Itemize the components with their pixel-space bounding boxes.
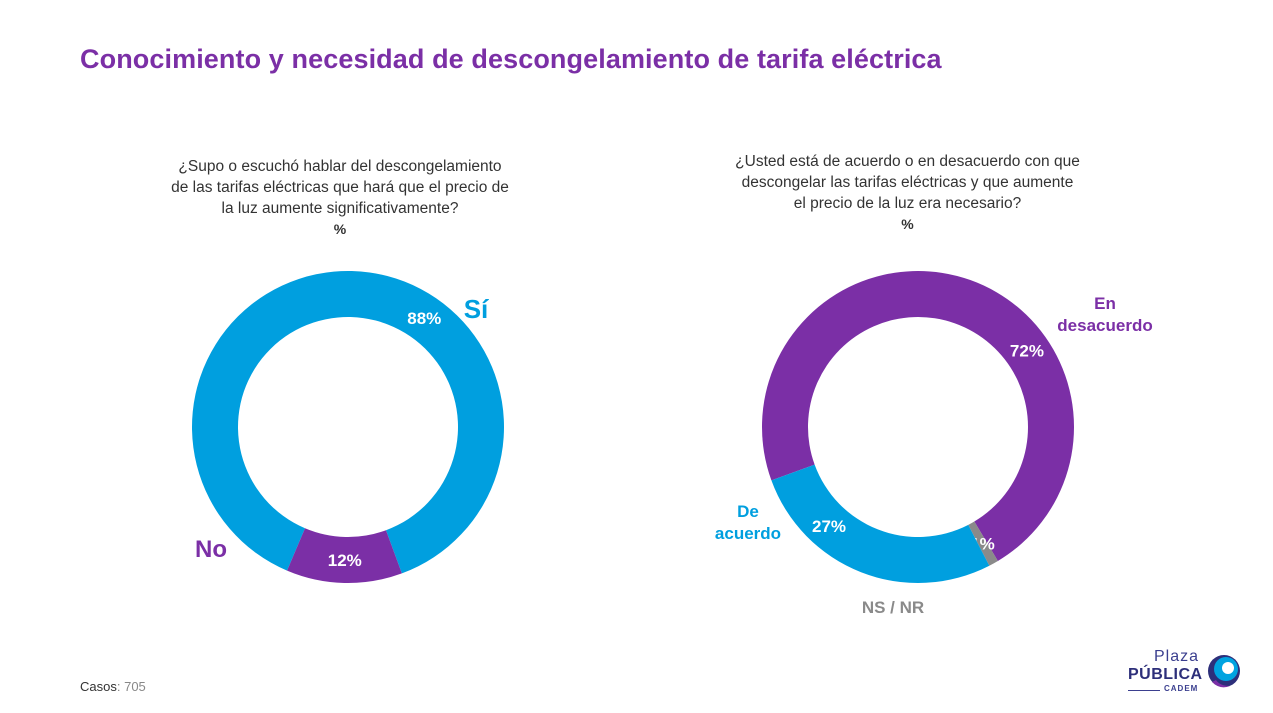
chart2-category-label: NS / NR [862, 598, 924, 617]
chart2-unit: % [901, 216, 914, 232]
logo-line3: CADEM [1164, 684, 1199, 693]
chart1-question-line: ¿Supo o escuchó hablar del descongelamie… [178, 158, 502, 175]
chart2-question-line: descongelar las tarifas eléctricas y que… [741, 174, 1074, 191]
speech-bubble-icon [1208, 655, 1240, 688]
chart1-category-label: Sí [464, 294, 489, 324]
chart2-category-label: De [737, 502, 759, 521]
chart2-question-line: ¿Usted está de acuerdo o en desacuerdo c… [735, 153, 1080, 170]
chart2-category-label: desacuerdo [1057, 316, 1152, 335]
chart2-category-label: acuerdo [715, 524, 781, 543]
plaza-publica-logo: Plaza PÚBLICA CADEM [1120, 648, 1250, 698]
chart1-value-label: 88% [407, 309, 441, 328]
chart1-question: ¿Supo o escuchó hablar del descongelamie… [120, 156, 560, 239]
chart2-value-label: 27% [812, 517, 846, 536]
chart2-value-label: 72% [1010, 342, 1044, 361]
logo-line2: PÚBLICA [1128, 666, 1203, 683]
chart1-slice-1 [287, 528, 402, 583]
chart2-question: ¿Usted está de acuerdo o en desacuerdo c… [690, 151, 1125, 234]
footer-cases: Casos: 705 [80, 679, 146, 694]
chart2-category-label: En [1094, 294, 1116, 313]
chart1-slice-0 [191, 271, 504, 574]
chart1-unit: % [333, 221, 347, 237]
chart2-question-line: el precio de la luz era necesario? [793, 195, 1022, 212]
chart2-slice-1 [968, 521, 998, 566]
logo-rule [1128, 690, 1160, 691]
chart1-value-label: 12% [328, 551, 362, 570]
page-title: Conocimiento y necesidad de descongelami… [80, 44, 942, 74]
chart1-question-line: la luz aumente significativamente? [221, 200, 459, 217]
chart1-category-label: No [195, 536, 227, 563]
cases-value: : 705 [116, 679, 146, 694]
chart2-slice-0 [762, 270, 1074, 561]
chart2-slice-2 [771, 464, 990, 583]
cases-label: Casos [80, 679, 117, 694]
chart1-question-line: de las tarifas eléctricas que hará que e… [171, 179, 509, 196]
logo-line1: Plaza [1154, 648, 1200, 665]
